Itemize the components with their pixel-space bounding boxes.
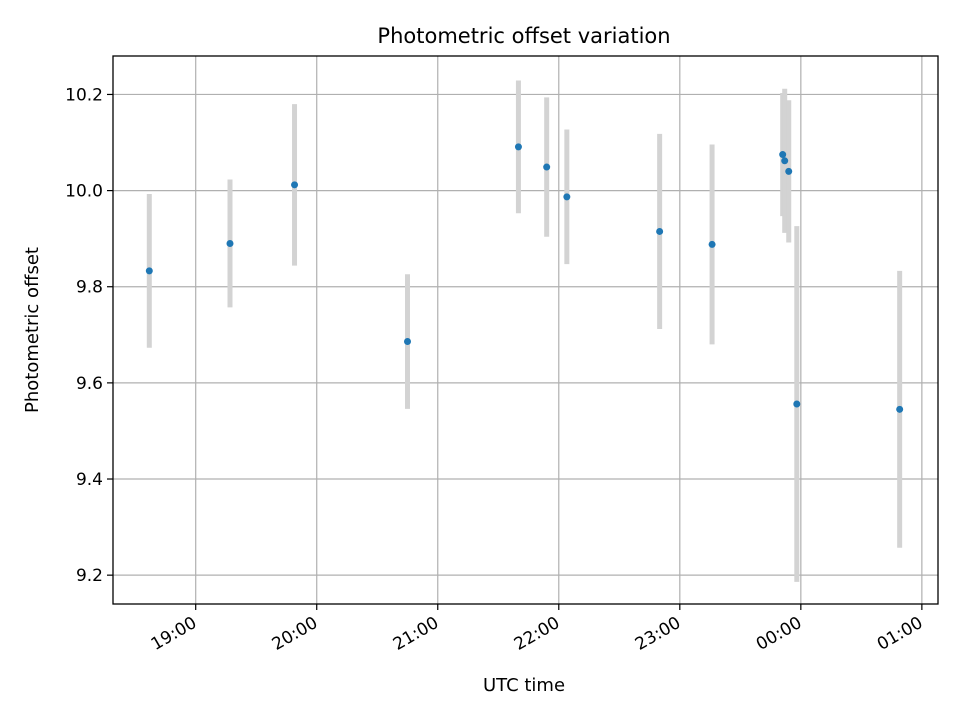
error-bars — [146, 80, 903, 582]
x-tick-label: 01:00 — [874, 613, 926, 655]
data-point — [781, 157, 789, 165]
data-point — [656, 227, 664, 235]
data-point — [226, 239, 234, 247]
x-axis-label: UTC time — [483, 675, 565, 696]
data-point — [514, 143, 522, 151]
grid — [113, 56, 938, 604]
data-point — [403, 338, 411, 346]
data-point — [896, 405, 904, 413]
y-tick-label: 10.0 — [65, 182, 103, 202]
y-ticks: 9.2 9.4 9.6 9.8 10.0 10.2 — [65, 85, 113, 586]
data-point — [793, 400, 801, 408]
y-tick-label: 9.2 — [76, 566, 103, 586]
y-tick-label: 9.6 — [76, 374, 103, 394]
data-point — [708, 240, 716, 248]
data-point — [785, 167, 793, 175]
data-point — [543, 163, 551, 171]
data-point — [145, 267, 153, 275]
data-point — [291, 181, 299, 189]
x-tick-label: 19:00 — [148, 613, 200, 655]
data-point — [779, 151, 787, 159]
y-axis-label: Photometric offset — [22, 247, 43, 413]
x-tick-label: 21:00 — [390, 613, 442, 655]
x-tick-label: 20:00 — [269, 613, 321, 655]
x-tick-label: 22:00 — [511, 613, 563, 655]
y-tick-label: 9.8 — [76, 278, 103, 298]
data-point — [563, 193, 571, 201]
y-tick-label: 9.4 — [76, 470, 103, 490]
y-tick-label: 10.2 — [65, 85, 103, 105]
x-tick-label: 23:00 — [632, 613, 684, 655]
plot-frame — [112, 55, 939, 605]
x-tick-label: 00:00 — [753, 613, 805, 655]
data-points — [145, 143, 904, 413]
x-ticks: 19:00 20:00 21:00 22:00 23:00 00:00 01:00 — [148, 604, 926, 655]
chart-title: Photometric offset variation — [377, 24, 670, 48]
